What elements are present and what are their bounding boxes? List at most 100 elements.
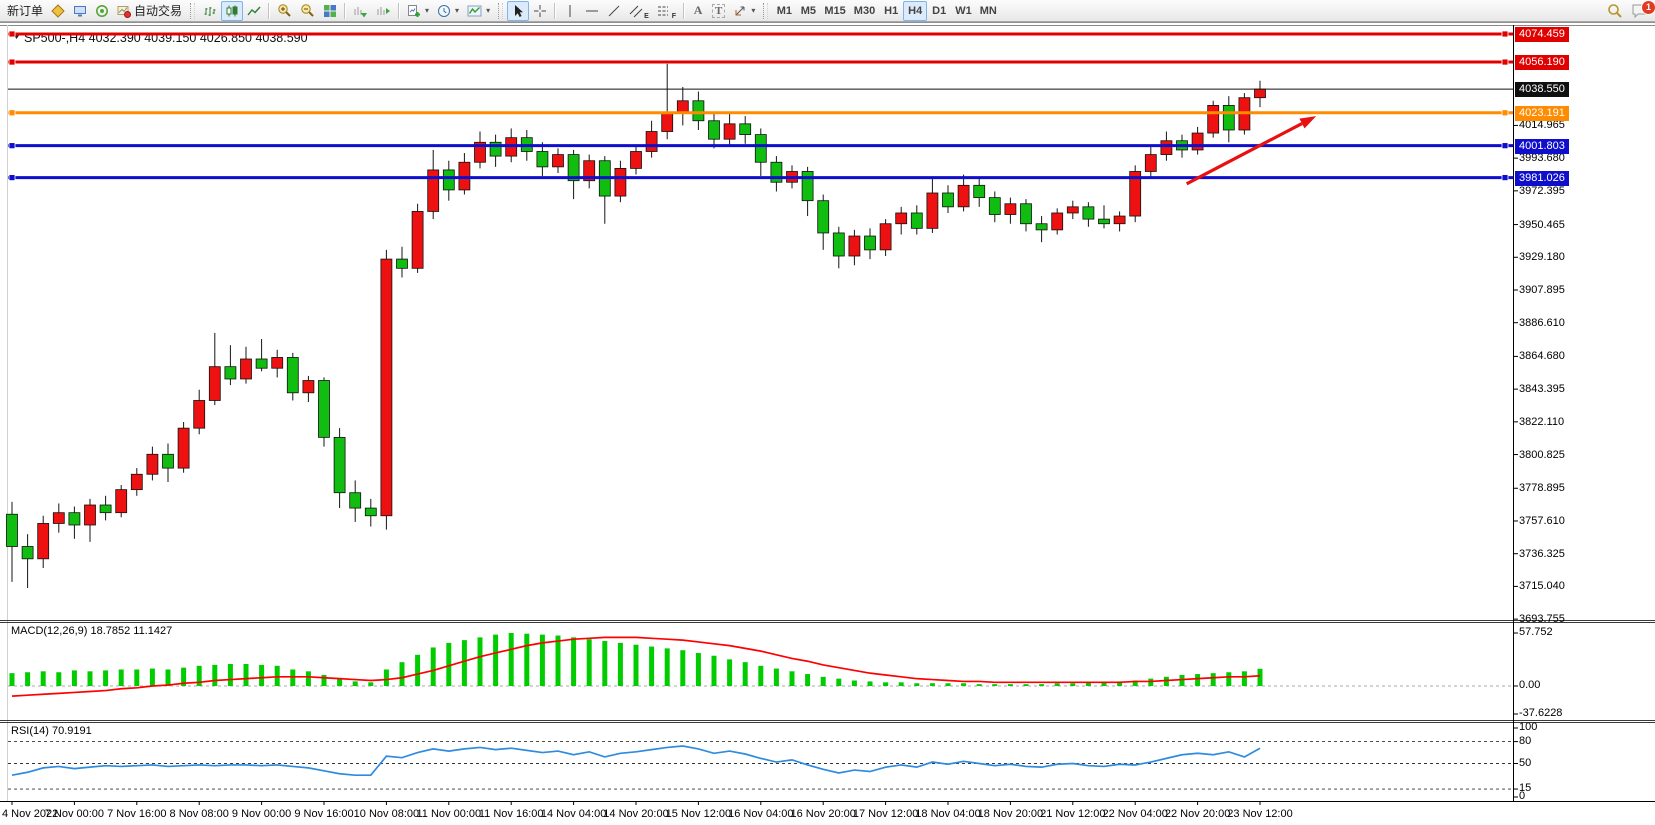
line-handle-left[interactable] [8, 174, 16, 181]
new-order-button[interactable]: 新订单 [3, 1, 47, 21]
line-chart-button[interactable] [243, 1, 265, 21]
candle-body [396, 258, 408, 269]
horizontal-line-button[interactable] [581, 1, 603, 21]
macd-bar [914, 683, 920, 686]
timeframe-group: M1 M5 M15 M30 H1 H4 D1 W1 MN [772, 0, 1001, 21]
equidistant-channel-button[interactable]: E [625, 1, 653, 21]
autotrading-button[interactable]: 自动交易 [113, 1, 186, 21]
candle-body [68, 512, 81, 526]
new-chart-button[interactable]: ▾ [403, 1, 433, 21]
zoom-out-button[interactable] [296, 1, 319, 21]
macd-bar [1241, 671, 1247, 686]
cursor-icon [515, 4, 524, 17]
candle-body [1066, 206, 1079, 214]
tile-windows-button[interactable] [319, 1, 341, 21]
macd-bar [539, 634, 545, 686]
fibonacci-button[interactable]: F [653, 1, 680, 21]
candle-down [442, 160, 455, 201]
candlestick-chart-button[interactable] [221, 0, 244, 21]
horizontal-line[interactable] [8, 30, 1513, 38]
line-handle-left[interactable] [8, 30, 16, 38]
timeframe-button-m1[interactable]: M1 [772, 1, 796, 21]
bar-chart-button[interactable] [199, 1, 221, 21]
candle-down [1020, 199, 1032, 232]
chart-shift-button[interactable] [372, 1, 395, 21]
terminal-button[interactable] [69, 1, 91, 21]
bar-chart-icon [204, 6, 216, 16]
candle-body [474, 141, 486, 163]
text-button[interactable]: A [688, 1, 708, 21]
gold-icon [51, 3, 65, 18]
text-label-icon: T [712, 3, 726, 18]
trendline-button[interactable] [603, 1, 625, 21]
indicators-button[interactable]: ▾ [463, 1, 494, 21]
horizontal-line[interactable] [8, 109, 1513, 117]
trend-arrow-annotation[interactable] [1185, 116, 1317, 186]
macd-bar [789, 671, 795, 686]
candle-up [848, 229, 861, 266]
macd-bar [87, 671, 93, 686]
gold-button[interactable] [47, 1, 69, 21]
indicators-icon [467, 5, 482, 16]
candle-up [1113, 211, 1126, 232]
line-handle-right[interactable] [1501, 58, 1509, 66]
horizontal-line[interactable] [8, 58, 1513, 66]
horizontal-line[interactable] [8, 174, 1513, 181]
signal-button[interactable] [91, 1, 113, 21]
candle-up [630, 145, 642, 175]
macd-bar [1039, 684, 1045, 686]
line-handle-left[interactable] [8, 142, 16, 150]
candle-body [349, 492, 362, 509]
line-handle-right[interactable] [1501, 174, 1509, 181]
timeframe-button-mn[interactable]: MN [976, 1, 1001, 21]
zoom-in-button[interactable] [273, 1, 296, 21]
candle-up [52, 503, 65, 533]
line-handle-right[interactable] [1501, 109, 1509, 117]
auto-scroll-button[interactable] [349, 1, 372, 21]
period-button[interactable]: ▾ [433, 1, 463, 21]
candle-body [318, 380, 330, 438]
candle-up [240, 346, 252, 384]
line-handle-left[interactable] [8, 58, 16, 66]
candle-down [567, 149, 580, 200]
toolbar-separator [344, 2, 347, 19]
candle-up [879, 219, 892, 257]
macd-bar [181, 667, 187, 686]
timeframe-button-m15[interactable]: M15 [820, 1, 849, 21]
candle-down [942, 185, 954, 213]
macd-bar [836, 678, 842, 686]
candle-down [21, 534, 34, 589]
macd-bar [430, 647, 436, 686]
candle-up [957, 174, 970, 212]
macd-bar [1210, 673, 1216, 686]
candle-up [193, 389, 206, 435]
search-button[interactable] [1603, 1, 1627, 21]
timeframe-button-m30[interactable]: M30 [850, 1, 879, 21]
macd-bar [415, 654, 421, 686]
timeframe-button-h4[interactable]: H4 [903, 0, 928, 21]
crosshair-button[interactable] [529, 1, 551, 21]
candle-body [84, 504, 96, 526]
arrows-button[interactable]: ▾ [729, 1, 759, 21]
candle-body [177, 427, 190, 469]
notifications-button[interactable]: 1 [1627, 0, 1655, 21]
line-handle-left[interactable] [8, 109, 16, 117]
toolbar-separator [554, 2, 557, 19]
timeframe-button-h1[interactable]: H1 [879, 1, 903, 21]
line-handle-right[interactable] [1501, 142, 1509, 150]
vertical-line-button[interactable] [559, 1, 581, 21]
candle-body [676, 100, 689, 114]
candle-body [739, 123, 752, 135]
text-label-button[interactable]: T [708, 1, 729, 21]
candle-up [1191, 126, 1204, 155]
timeframe-button-m5[interactable]: M5 [796, 1, 820, 21]
macd-bar [1054, 683, 1060, 686]
timeframe-button-w1[interactable]: W1 [951, 1, 976, 21]
line-handle-right[interactable] [1501, 30, 1509, 38]
price-chart-canvas[interactable]: SP500-,H4 4032.390 4039.150 4026.850 403… [0, 23, 1655, 825]
macd-bar [1007, 684, 1013, 686]
candle-down [817, 194, 830, 250]
timeframe-button-d1[interactable]: D1 [927, 1, 951, 21]
candlestick-chart-icon [226, 5, 238, 16]
cursor-button[interactable] [507, 0, 530, 21]
